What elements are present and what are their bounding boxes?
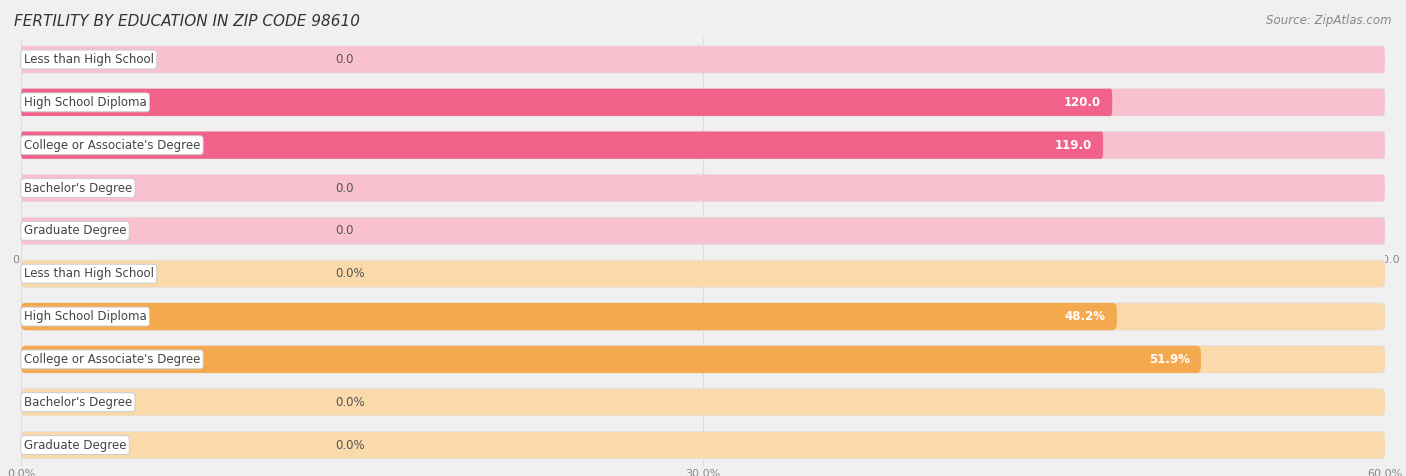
Text: Graduate Degree: Graduate Degree bbox=[24, 438, 127, 452]
FancyBboxPatch shape bbox=[21, 431, 1385, 459]
Text: High School Diploma: High School Diploma bbox=[24, 310, 146, 323]
FancyBboxPatch shape bbox=[21, 174, 1385, 202]
Text: College or Associate's Degree: College or Associate's Degree bbox=[24, 353, 200, 366]
Text: 51.9%: 51.9% bbox=[1149, 353, 1189, 366]
Text: 0.0%: 0.0% bbox=[335, 267, 364, 280]
FancyBboxPatch shape bbox=[21, 89, 1112, 116]
FancyBboxPatch shape bbox=[21, 303, 1385, 330]
FancyBboxPatch shape bbox=[21, 131, 1104, 159]
FancyBboxPatch shape bbox=[21, 346, 1201, 373]
Text: 48.2%: 48.2% bbox=[1064, 310, 1105, 323]
FancyBboxPatch shape bbox=[21, 346, 1385, 373]
Text: FERTILITY BY EDUCATION IN ZIP CODE 98610: FERTILITY BY EDUCATION IN ZIP CODE 98610 bbox=[14, 14, 360, 30]
Text: Graduate Degree: Graduate Degree bbox=[24, 224, 127, 238]
FancyBboxPatch shape bbox=[21, 217, 1385, 245]
Text: 0.0: 0.0 bbox=[335, 181, 353, 195]
FancyBboxPatch shape bbox=[21, 131, 1385, 159]
Text: 0.0: 0.0 bbox=[335, 224, 353, 238]
FancyBboxPatch shape bbox=[21, 46, 1385, 73]
Text: 0.0%: 0.0% bbox=[335, 438, 364, 452]
Text: College or Associate's Degree: College or Associate's Degree bbox=[24, 139, 200, 152]
Text: 0.0: 0.0 bbox=[335, 53, 353, 66]
Text: Source: ZipAtlas.com: Source: ZipAtlas.com bbox=[1267, 14, 1392, 27]
FancyBboxPatch shape bbox=[21, 89, 1385, 116]
FancyBboxPatch shape bbox=[21, 388, 1385, 416]
FancyBboxPatch shape bbox=[21, 260, 1385, 288]
Text: Less than High School: Less than High School bbox=[24, 53, 153, 66]
Text: 120.0: 120.0 bbox=[1064, 96, 1101, 109]
Text: 0.0%: 0.0% bbox=[335, 396, 364, 409]
Text: Bachelor's Degree: Bachelor's Degree bbox=[24, 396, 132, 409]
Text: High School Diploma: High School Diploma bbox=[24, 96, 146, 109]
Text: Less than High School: Less than High School bbox=[24, 267, 153, 280]
Text: 119.0: 119.0 bbox=[1054, 139, 1092, 152]
Text: Bachelor's Degree: Bachelor's Degree bbox=[24, 181, 132, 195]
FancyBboxPatch shape bbox=[21, 303, 1116, 330]
